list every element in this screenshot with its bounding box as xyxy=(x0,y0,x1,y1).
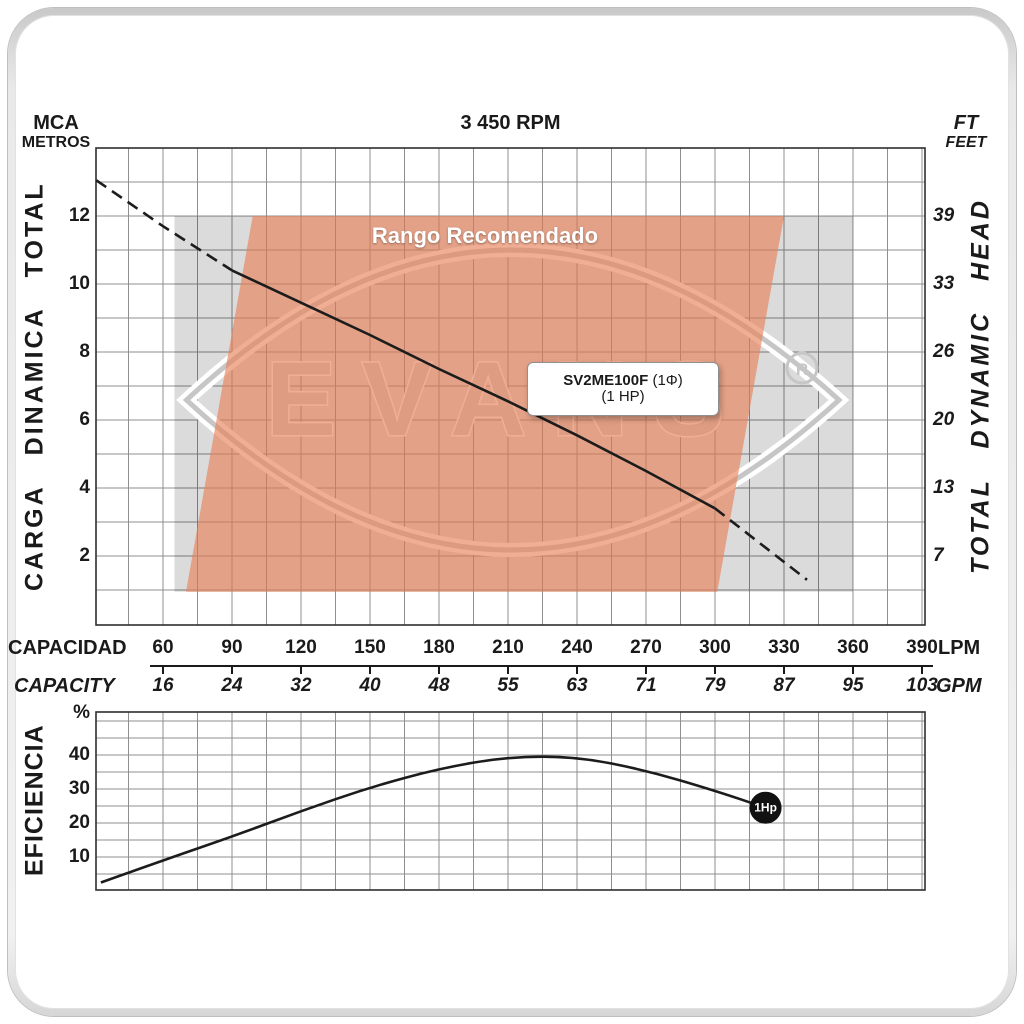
rpm-title: 3 450 RPM xyxy=(460,112,561,134)
x-tick-lpm: 210 xyxy=(492,637,524,658)
y-tick-feet: 33 xyxy=(933,273,955,294)
recommended-range-label: Rango Recomendado xyxy=(371,223,599,248)
x-tick-gpm: 87 xyxy=(773,675,795,696)
right-unit-feet: FEET xyxy=(945,134,987,151)
y-tick-percent: 40 xyxy=(68,744,90,765)
x-tick-lpm: 330 xyxy=(768,637,800,658)
x-tick-lpm: 180 xyxy=(423,637,455,658)
x-tick-lpm: 120 xyxy=(285,637,317,658)
x-tick-gpm: 48 xyxy=(428,675,450,696)
power-marker-label: 1Hp xyxy=(754,801,777,815)
x-tick-gpm: 103 xyxy=(906,675,938,696)
efficiency-curve-line xyxy=(100,755,767,884)
x-tick-gpm: 55 xyxy=(497,675,519,696)
x-tick-lpm: 300 xyxy=(699,637,731,658)
registered-mark-icon xyxy=(785,351,819,385)
y-tick-metros: 2 xyxy=(79,545,90,566)
model-power: (1 HP) xyxy=(601,388,645,405)
y-tick-feet: 20 xyxy=(933,409,955,430)
registered-mark-letter: R xyxy=(796,360,808,379)
y-tick-feet: 7 xyxy=(933,545,944,566)
x-tick-gpm: 71 xyxy=(635,675,657,696)
x-tick-gpm: 24 xyxy=(221,675,243,696)
model-line: SV2ME100F (1Φ) xyxy=(563,371,683,390)
model-label-box: SV2ME100F (1Φ) (1 HP) xyxy=(527,362,719,416)
x-tick-lpm: 390 xyxy=(906,637,938,658)
capacity-label-en: CAPACITY xyxy=(14,675,115,697)
model-code: SV2ME100F xyxy=(563,371,649,389)
left-unit-metros: METROS xyxy=(21,134,91,151)
x-tick-lpm: 270 xyxy=(630,637,662,658)
y-tick-feet: 13 xyxy=(933,477,955,498)
model-phase: (1Φ) xyxy=(652,371,683,389)
left-axis-units: MCA METROS xyxy=(6,112,106,152)
efficiency-axis-title: EFICIENCIA xyxy=(20,724,49,876)
right-axis-units: FT FEET xyxy=(916,112,1016,152)
x-tick-gpm: 63 xyxy=(566,675,588,696)
y-tick-metros: 10 xyxy=(68,273,90,294)
y-tick-metros: 8 xyxy=(79,341,90,362)
unit-lpm: LPM xyxy=(938,637,981,659)
pump-curve-solid xyxy=(231,269,716,510)
y-tick-metros: 4 xyxy=(79,477,90,498)
left-unit-mca: MCA xyxy=(33,112,79,134)
y-tick-metros: 12 xyxy=(68,205,90,226)
x-tick-gpm: 16 xyxy=(152,675,174,696)
x-tick-gpm: 95 xyxy=(842,675,864,696)
pump-curve-dashed-right xyxy=(714,507,808,581)
unit-gpm: GPM xyxy=(936,675,982,697)
pump-curve-dashed-left xyxy=(95,179,233,272)
x-tick-lpm: 60 xyxy=(152,637,174,658)
x-tick-gpm: 79 xyxy=(704,675,726,696)
x-tick-lpm: 360 xyxy=(837,637,869,658)
main-plot-border xyxy=(95,147,926,626)
x-tick-lpm: 240 xyxy=(561,637,593,658)
x-tick-lpm: 150 xyxy=(354,637,386,658)
x-tick-gpm: 40 xyxy=(359,675,381,696)
right-unit-ft: FT xyxy=(953,112,979,134)
y-tick-feet: 39 xyxy=(933,205,955,226)
power-marker-icon xyxy=(749,791,782,824)
y-tick-percent: 30 xyxy=(68,778,90,799)
y-tick-metros: 6 xyxy=(79,409,90,430)
efficiency-plot-border xyxy=(95,711,926,891)
recommended-range-region xyxy=(186,216,784,592)
capacity-label-es: CAPACIDAD xyxy=(8,637,127,659)
y-tick-feet: 26 xyxy=(933,341,955,362)
x-tick-gpm: 32 xyxy=(290,675,312,696)
y-tick-percent: 20 xyxy=(68,812,90,833)
y-tick-percent: 10 xyxy=(68,846,90,867)
x-tick-lpm: 90 xyxy=(221,637,243,658)
percent-label: % xyxy=(73,702,90,723)
